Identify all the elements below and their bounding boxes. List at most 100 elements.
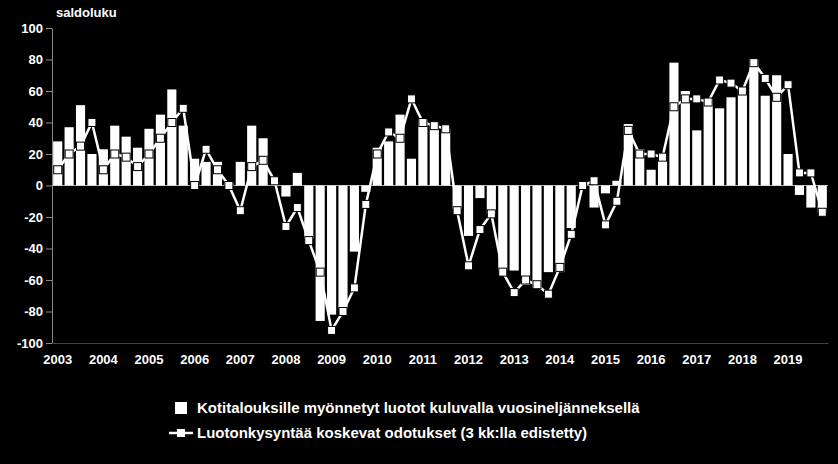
bar <box>658 154 667 186</box>
x-tick-label: 2009 <box>317 352 346 367</box>
bar <box>384 141 393 185</box>
y-tick-mark <box>46 280 52 281</box>
legend-swatch <box>175 402 187 414</box>
bar <box>76 105 85 185</box>
x-tick: 2004 <box>89 352 119 367</box>
marker <box>88 119 96 127</box>
x-tick: 2009 <box>317 352 346 367</box>
x-tick: 2014 <box>545 352 575 367</box>
marker <box>122 153 130 161</box>
x-tick-label: 2004 <box>89 352 119 367</box>
x-tick: 2007 <box>226 352 255 367</box>
line <box>58 63 823 331</box>
bar <box>418 119 427 185</box>
y-tick-mark <box>46 186 52 187</box>
bar <box>647 170 656 186</box>
bar <box>704 99 713 186</box>
y-tick-label: 40 <box>29 115 43 130</box>
y-tick: 60 <box>29 84 52 99</box>
marker <box>522 276 530 284</box>
marker <box>773 93 781 101</box>
bar <box>475 186 484 199</box>
marker <box>328 326 336 334</box>
marker <box>339 308 347 316</box>
y-tick: 80 <box>29 52 52 67</box>
x-tick: 2016 <box>637 352 666 367</box>
marker <box>761 74 769 82</box>
bar-series <box>53 60 827 321</box>
x-tick-label: 2003 <box>43 352 72 367</box>
chart: -100-80-60-40-20020406080100saldoluku200… <box>0 0 838 464</box>
bar <box>521 186 530 285</box>
bar <box>201 162 210 186</box>
y-tick-mark <box>46 343 52 344</box>
marker <box>65 150 73 158</box>
marker <box>510 289 518 297</box>
bar <box>635 149 644 185</box>
bar <box>167 89 176 185</box>
bar <box>464 186 473 236</box>
x-tick-label: 2019 <box>774 352 803 367</box>
y-tick-label: 80 <box>29 52 43 67</box>
y-tick: -20 <box>24 210 52 225</box>
bar <box>783 154 792 186</box>
marker <box>601 221 609 229</box>
x-tick: 2018 <box>728 352 757 367</box>
x-axis: 2003200420052006200720082009201020112012… <box>43 344 828 368</box>
x-tick-label: 2008 <box>271 352 300 367</box>
marker <box>145 150 153 158</box>
bar <box>259 138 268 185</box>
x-tick-label: 2014 <box>545 352 575 367</box>
bar <box>761 96 770 186</box>
x-tick-label: 2015 <box>591 352 620 367</box>
y-tick: 20 <box>29 147 52 162</box>
bar <box>749 60 758 186</box>
marker <box>476 226 484 234</box>
bar <box>236 162 245 186</box>
bar <box>510 186 519 271</box>
bar <box>338 186 347 309</box>
x-tick: 2003 <box>43 352 72 367</box>
x-tick-label: 2017 <box>682 352 711 367</box>
y-tick: -100 <box>17 336 52 351</box>
y-tick: -60 <box>24 273 52 288</box>
y-tick-mark <box>46 154 52 155</box>
marker <box>533 281 541 289</box>
marker <box>590 177 598 185</box>
plot-area <box>53 59 827 335</box>
x-tick-label: 2007 <box>226 352 255 367</box>
y-tick-label: 100 <box>21 21 43 36</box>
marker <box>168 119 176 127</box>
x-tick: 2011 <box>409 352 437 367</box>
marker <box>156 134 164 142</box>
x-tick: 2015 <box>591 352 620 367</box>
marker <box>202 145 210 153</box>
marker <box>659 153 667 161</box>
bar <box>532 186 541 288</box>
x-tick-label: 2005 <box>135 352 164 367</box>
y-tick-mark <box>46 60 52 61</box>
marker <box>271 177 279 185</box>
y-axis: -100-80-60-40-20020406080100 <box>17 21 53 351</box>
legend-label: Luotonkysyntää koskevat odotukset (3 kk:… <box>197 424 587 441</box>
legend-item: Kotitalouksille myönnetyt luotot kuluval… <box>175 399 640 416</box>
x-tick-label: 2006 <box>180 352 209 367</box>
marker <box>750 59 758 67</box>
marker <box>419 119 427 127</box>
y-tick: 40 <box>29 115 52 130</box>
marker <box>544 290 552 298</box>
y-tick-label: -60 <box>24 273 43 288</box>
bar <box>601 186 610 194</box>
marker <box>567 230 575 238</box>
marker <box>613 197 621 205</box>
marker <box>396 134 404 142</box>
marker <box>704 98 712 106</box>
marker <box>818 208 826 216</box>
marker <box>693 95 701 103</box>
y-tick-label: -100 <box>17 336 43 351</box>
legend-label: Kotitalouksille myönnetyt luotot kuluval… <box>197 399 640 416</box>
x-tick-label: 2011 <box>409 352 437 367</box>
bar <box>738 89 747 185</box>
x-tick: 2005 <box>135 352 164 367</box>
y-tick-label: 60 <box>29 84 43 99</box>
